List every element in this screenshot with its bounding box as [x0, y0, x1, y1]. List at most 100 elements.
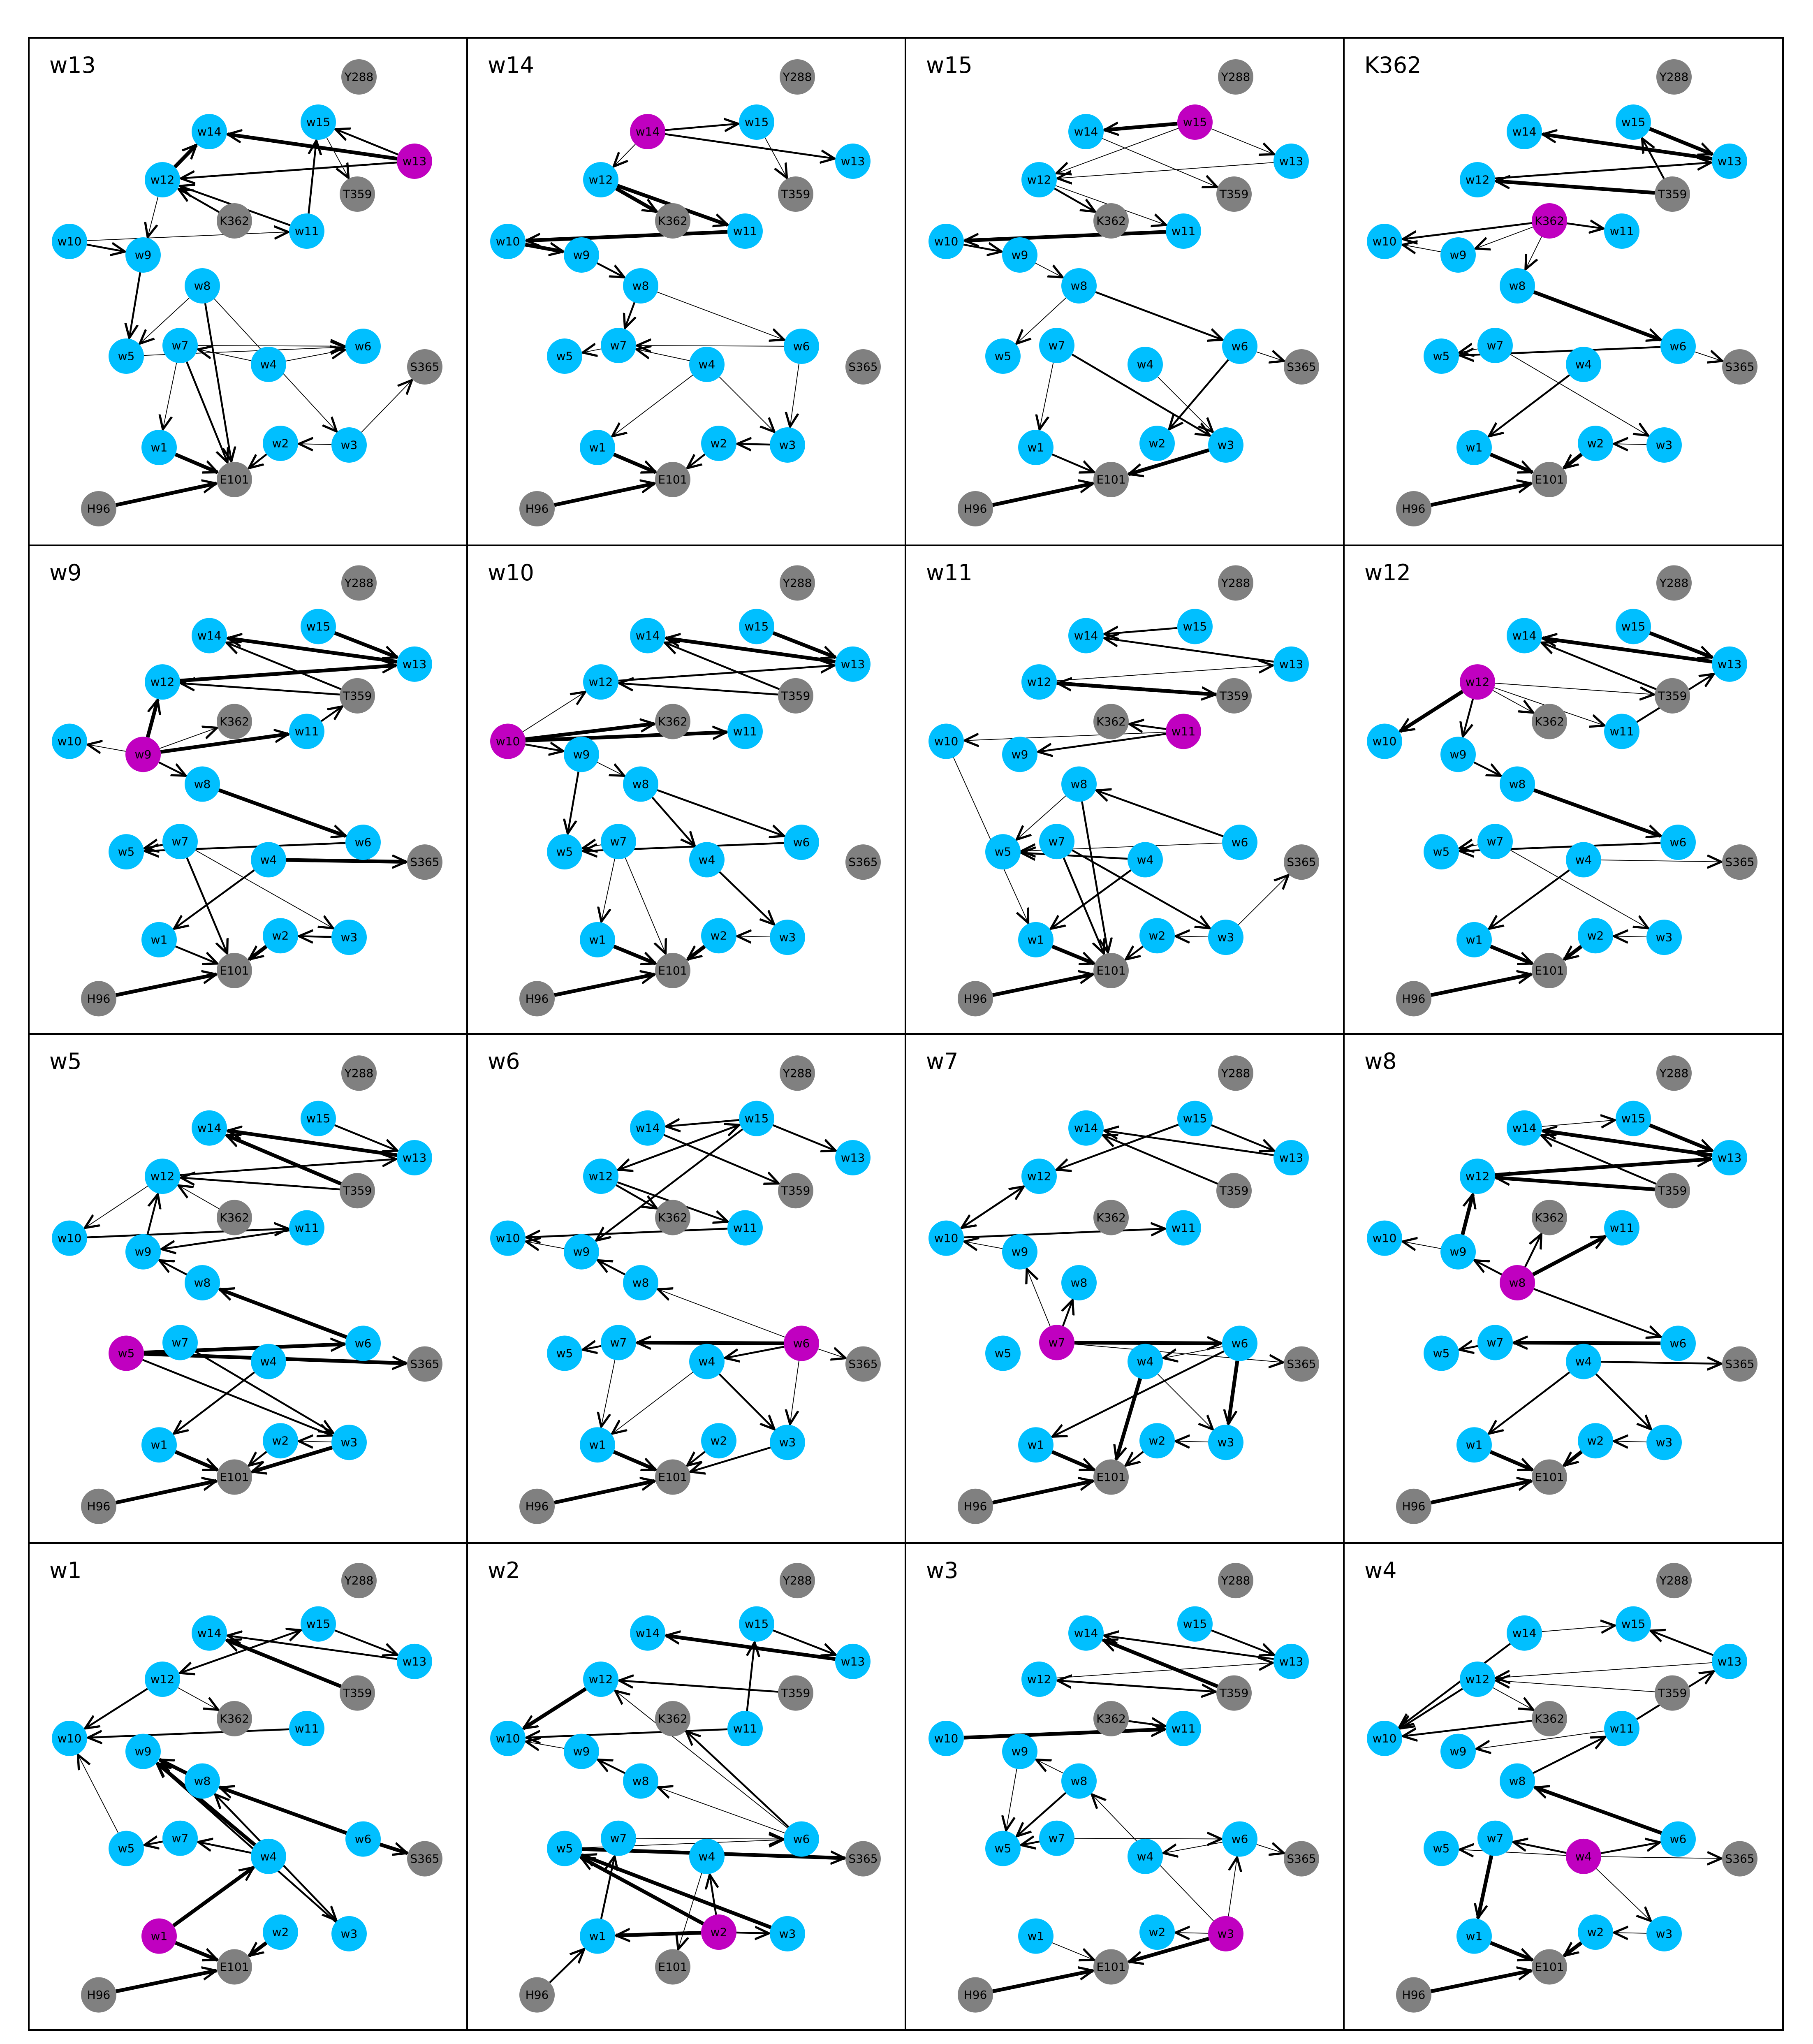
node-label: w13 [403, 1151, 427, 1164]
node-label: Y288 [1221, 1066, 1250, 1080]
edge-w5-to-w10 [78, 1755, 119, 1833]
node-t359 [778, 1675, 813, 1711]
node-label: w15 [745, 1617, 769, 1631]
node-label: S365 [1725, 1357, 1754, 1371]
node-w13 [835, 144, 871, 179]
edge-t359-to-w15 [1642, 139, 1665, 179]
node-e101 [1532, 952, 1567, 988]
node-label: w4 [699, 1355, 715, 1368]
node-w15 [739, 104, 774, 140]
node-w5 [547, 1831, 582, 1866]
node-label: w10 [496, 1731, 520, 1745]
node-w9 [1002, 1234, 1037, 1270]
node-w2 [263, 1914, 298, 1950]
edge-w8-to-w5 [1017, 795, 1066, 839]
node-k362 [1093, 1701, 1129, 1736]
edge-w7-to-w6 [197, 345, 345, 346]
node-t359 [1655, 1675, 1690, 1711]
node-e101 [217, 952, 252, 988]
panel-title: w5 [49, 1048, 82, 1074]
edge-w3-to-s365 [1238, 875, 1288, 925]
node-label: w7 [610, 1336, 627, 1349]
node-e101 [1532, 1949, 1567, 1985]
node-label: w9 [135, 1745, 152, 1758]
node-label: w1 [151, 933, 168, 946]
node-label: w15 [1621, 620, 1646, 633]
edge-w9-to-w11 [160, 734, 289, 754]
node-w15 [1616, 1606, 1651, 1642]
edge-w1-to-e101 [1051, 1450, 1094, 1472]
node-label: w8 [194, 777, 211, 791]
node-label: E101 [1096, 473, 1125, 487]
edge-w11-to-k362 [1130, 724, 1166, 729]
node-label: w3 [779, 931, 796, 944]
node-h96 [519, 981, 555, 1017]
node-label: w14 [197, 125, 222, 139]
node-w8 [185, 1763, 220, 1799]
node-w7 [1477, 1820, 1513, 1856]
edge-w10-to-w11 [87, 1228, 288, 1238]
node-label: w1 [151, 1929, 168, 1943]
node-label: w11 [1172, 225, 1196, 238]
edge-w6-to-w8 [1535, 1787, 1662, 1835]
node-w5 [547, 834, 582, 870]
edge-w9-to-w10 [1403, 245, 1441, 252]
node-w4 [251, 347, 286, 382]
node-t359 [1216, 1173, 1252, 1209]
node-label: w1 [589, 1929, 606, 1943]
node-w6 [345, 825, 381, 860]
node-w1 [1018, 1918, 1054, 1954]
panel-title: w4 [1364, 1557, 1397, 1583]
edge-w11-to-w15 [309, 141, 317, 214]
node-label: w11 [733, 225, 757, 238]
node-label: w11 [733, 1722, 757, 1735]
node-w13 [1273, 1140, 1309, 1175]
edge-w13-to-w14 [228, 1636, 397, 1660]
node-w7 [1477, 824, 1513, 860]
node-label: H96 [526, 502, 549, 516]
node-t359 [340, 176, 375, 212]
node-label: K362 [658, 214, 688, 228]
node-s365 [407, 1841, 442, 1877]
edge-w6-to-w3 [1228, 1360, 1239, 1424]
edge-w8-to-k362 [1524, 1234, 1541, 1268]
edge-h96-to-e101 [116, 974, 216, 997]
node-label: w1 [1466, 933, 1483, 946]
node-w15 [739, 1101, 774, 1136]
node-group: w13 w14 w15 w12 w11 w10 w9 w8 w7 w6 w5 w4 w3 w2 w1 Y288… [490, 1563, 881, 2013]
node-w14 [1507, 114, 1542, 149]
node-t359 [1655, 1173, 1690, 1209]
node-label: w13 [841, 1655, 865, 1668]
panel-border [1343, 1542, 1784, 2031]
node-label: w15 [745, 116, 769, 129]
edge-w11-to-w15 [747, 1642, 755, 1711]
edge-w2-to-e101 [249, 453, 267, 468]
node-s365 [1722, 844, 1757, 880]
edge-w9-to-w12 [146, 700, 157, 738]
node-w1 [580, 1427, 615, 1463]
node-group: w13 w14 w15 w12 w11 w10 w9 w8 w7 w6 w5 w4 w3 w2 w1 Y288… [928, 1055, 1319, 1524]
edge-w4-to-w3 [1595, 1373, 1651, 1429]
node-w12 [1460, 664, 1495, 700]
node-label: w5 [995, 1346, 1012, 1360]
edge-w3-to-e101 [252, 1446, 333, 1472]
edge-w3-to-w6 [1228, 1857, 1237, 1917]
node-group: w13 w14 w15 w12 w11 w10 w9 w8 w7 w6 w5 w4 w3 w2 w1 Y288… [490, 59, 881, 526]
node-s365 [1284, 349, 1319, 385]
node-w5 [547, 1335, 582, 1371]
node-w6 [1660, 1326, 1696, 1361]
node-w12 [145, 1662, 180, 1697]
edge-w13-to-w14 [1104, 1131, 1274, 1156]
node-w15 [1177, 1606, 1213, 1642]
node-w14 [1068, 618, 1104, 654]
edge-w3-to-w2 [1614, 1441, 1647, 1442]
edge-w13-to-w14 [1543, 1131, 1713, 1157]
node-label: w1 [151, 1438, 168, 1452]
node-w2 [263, 426, 298, 461]
node-label: w7 [610, 339, 627, 352]
edge-w7-to-w3 [1071, 353, 1210, 436]
node-w8 [623, 268, 658, 304]
edge-w7-to-w6 [636, 1838, 783, 1839]
edge-t359-to-w12 [619, 1680, 778, 1693]
node-label: w7 [172, 1336, 189, 1349]
